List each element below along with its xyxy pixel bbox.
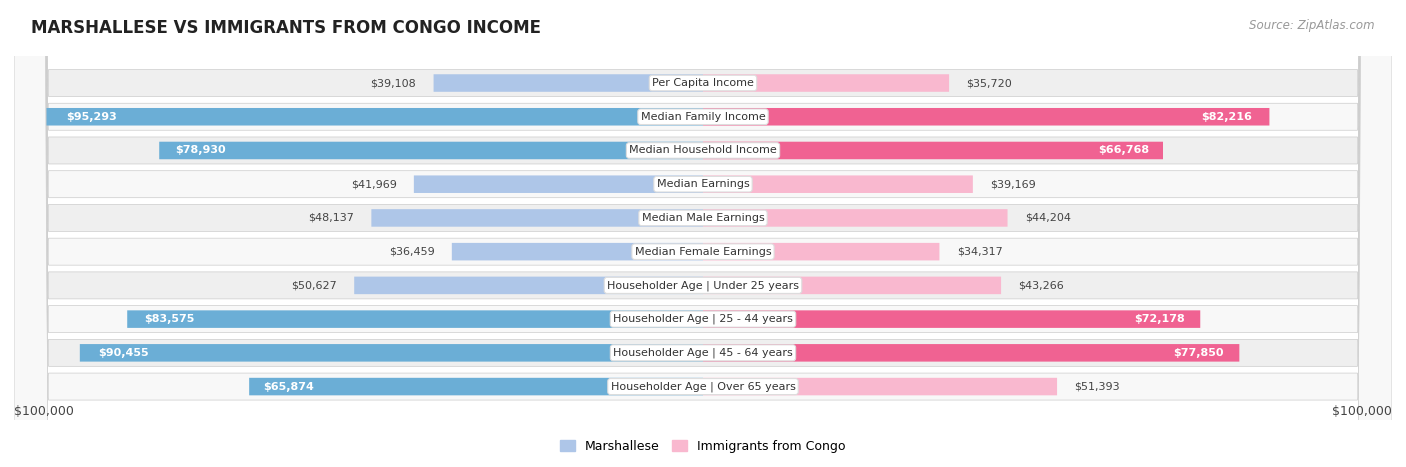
- FancyBboxPatch shape: [46, 108, 703, 126]
- Text: $51,393: $51,393: [1074, 382, 1121, 391]
- Text: $65,874: $65,874: [263, 382, 314, 391]
- FancyBboxPatch shape: [14, 0, 1392, 467]
- Text: Median Female Earnings: Median Female Earnings: [634, 247, 772, 257]
- FancyBboxPatch shape: [703, 209, 1008, 226]
- FancyBboxPatch shape: [14, 0, 1392, 467]
- FancyBboxPatch shape: [354, 276, 703, 294]
- Text: $44,204: $44,204: [1025, 213, 1071, 223]
- Text: $35,720: $35,720: [966, 78, 1012, 88]
- FancyBboxPatch shape: [703, 276, 1001, 294]
- Text: Source: ZipAtlas.com: Source: ZipAtlas.com: [1250, 19, 1375, 32]
- Text: $72,178: $72,178: [1135, 314, 1185, 324]
- Text: $48,137: $48,137: [308, 213, 354, 223]
- FancyBboxPatch shape: [371, 209, 703, 226]
- FancyBboxPatch shape: [451, 243, 703, 261]
- Text: $100,000: $100,000: [14, 405, 75, 418]
- FancyBboxPatch shape: [14, 0, 1392, 467]
- Text: Householder Age | Under 25 years: Householder Age | Under 25 years: [607, 280, 799, 290]
- FancyBboxPatch shape: [14, 0, 1392, 467]
- Text: $66,768: $66,768: [1098, 146, 1149, 156]
- FancyBboxPatch shape: [703, 378, 1057, 396]
- Text: Median Male Earnings: Median Male Earnings: [641, 213, 765, 223]
- FancyBboxPatch shape: [80, 344, 703, 361]
- Legend: Marshallese, Immigrants from Congo: Marshallese, Immigrants from Congo: [555, 435, 851, 458]
- Text: Householder Age | 45 - 64 years: Householder Age | 45 - 64 years: [613, 347, 793, 358]
- Text: Householder Age | Over 65 years: Householder Age | Over 65 years: [610, 382, 796, 392]
- FancyBboxPatch shape: [14, 0, 1392, 467]
- Text: MARSHALLESE VS IMMIGRANTS FROM CONGO INCOME: MARSHALLESE VS IMMIGRANTS FROM CONGO INC…: [31, 19, 541, 37]
- Text: Median Household Income: Median Household Income: [628, 146, 778, 156]
- FancyBboxPatch shape: [413, 176, 703, 193]
- FancyBboxPatch shape: [703, 142, 1163, 159]
- Text: $39,169: $39,169: [990, 179, 1036, 189]
- Text: $100,000: $100,000: [1331, 405, 1392, 418]
- Text: $82,216: $82,216: [1202, 112, 1253, 122]
- FancyBboxPatch shape: [14, 0, 1392, 467]
- FancyBboxPatch shape: [14, 0, 1392, 467]
- Text: Householder Age | 25 - 44 years: Householder Age | 25 - 44 years: [613, 314, 793, 325]
- Text: $34,317: $34,317: [956, 247, 1002, 257]
- FancyBboxPatch shape: [14, 0, 1392, 467]
- FancyBboxPatch shape: [703, 243, 939, 261]
- Text: Median Earnings: Median Earnings: [657, 179, 749, 189]
- Text: $77,850: $77,850: [1173, 348, 1223, 358]
- FancyBboxPatch shape: [703, 176, 973, 193]
- Text: $78,930: $78,930: [176, 146, 226, 156]
- FancyBboxPatch shape: [433, 74, 703, 92]
- Text: $41,969: $41,969: [350, 179, 396, 189]
- FancyBboxPatch shape: [703, 311, 1201, 328]
- FancyBboxPatch shape: [703, 74, 949, 92]
- Text: Median Family Income: Median Family Income: [641, 112, 765, 122]
- Text: $39,108: $39,108: [371, 78, 416, 88]
- FancyBboxPatch shape: [14, 0, 1392, 467]
- FancyBboxPatch shape: [249, 378, 703, 396]
- Text: $90,455: $90,455: [98, 348, 149, 358]
- Text: $50,627: $50,627: [291, 280, 337, 290]
- FancyBboxPatch shape: [127, 311, 703, 328]
- FancyBboxPatch shape: [703, 108, 1270, 126]
- FancyBboxPatch shape: [703, 344, 1239, 361]
- FancyBboxPatch shape: [159, 142, 703, 159]
- Text: $36,459: $36,459: [389, 247, 434, 257]
- FancyBboxPatch shape: [14, 0, 1392, 467]
- Text: Per Capita Income: Per Capita Income: [652, 78, 754, 88]
- Text: $95,293: $95,293: [66, 112, 117, 122]
- Text: $43,266: $43,266: [1018, 280, 1064, 290]
- Text: $83,575: $83,575: [145, 314, 195, 324]
